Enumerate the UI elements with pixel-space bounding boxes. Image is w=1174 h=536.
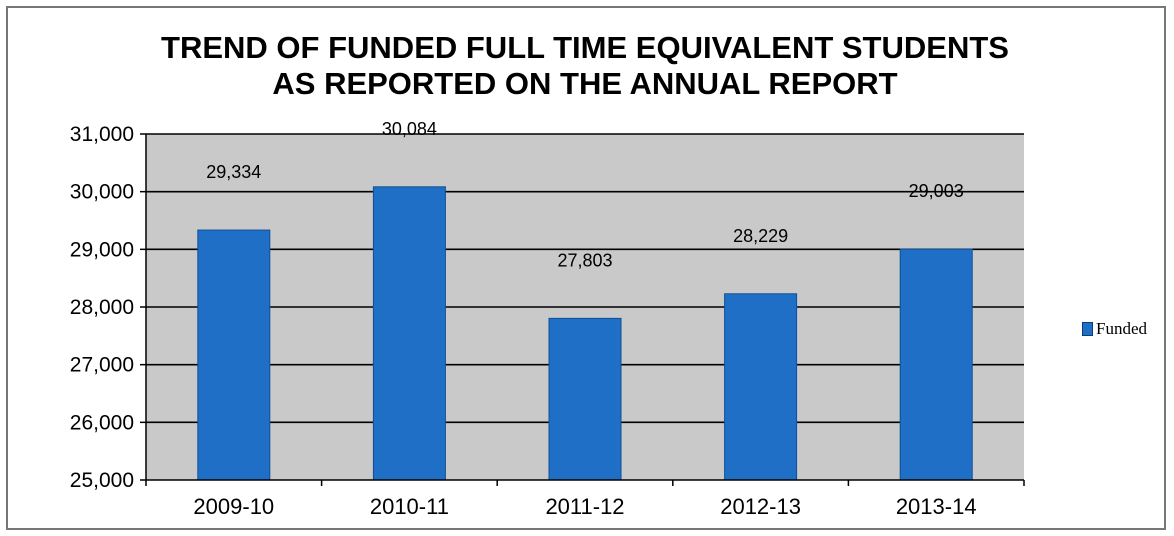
chart-title: TREND OF FUNDED FULL TIME EQUIVALENT STU…: [150, 30, 1020, 102]
x-tick-label: 2010-11: [370, 494, 449, 519]
bar: [548, 317, 622, 481]
x-tick-label: 2013-14: [896, 494, 977, 519]
y-axis-ticks: 25,000 26,000 27,000 28,000 29,000 30,000 31,0…: [70, 123, 146, 492]
bar: [724, 293, 798, 481]
data-labels: 29,334 30,084 27,803 28,229 29,003: [206, 119, 963, 271]
x-tick-label: 2011-12: [545, 494, 624, 519]
bars: [197, 186, 973, 481]
bar: [197, 229, 271, 481]
y-tick-label: 28,000: [70, 296, 134, 319]
legend: Funded: [1082, 318, 1147, 340]
y-tick-label: 30,000: [70, 181, 134, 204]
chart-title-line-2: AS REPORTED ON THE ANNUAL REPORT: [272, 66, 898, 101]
x-tick-label: 2012-13: [720, 494, 801, 519]
y-tick-label: 27,000: [70, 354, 134, 377]
bar: [372, 186, 446, 481]
chart-title-line-1: TREND OF FUNDED FULL TIME EQUIVALENT STU…: [161, 30, 1009, 65]
legend-label-funded: Funded: [1096, 319, 1147, 338]
data-label: 30,084: [382, 119, 437, 139]
data-label: 27,803: [557, 250, 612, 270]
y-tick-label: 25,000: [70, 469, 134, 492]
data-label: 29,003: [909, 181, 964, 201]
y-tick-label: 26,000: [70, 411, 134, 434]
data-label: 29,334: [206, 162, 261, 182]
y-tick-label: 31,000: [70, 123, 134, 146]
y-tick-label: 29,000: [70, 238, 134, 261]
data-label: 28,229: [733, 226, 788, 246]
bar: [899, 248, 973, 481]
x-axis-ticks: 2009-10 2010-11 2011-12 2012-13 2013-14: [145, 480, 1025, 519]
legend-swatch-funded: [1082, 322, 1093, 336]
x-tick-label: 2009-10: [193, 494, 274, 519]
